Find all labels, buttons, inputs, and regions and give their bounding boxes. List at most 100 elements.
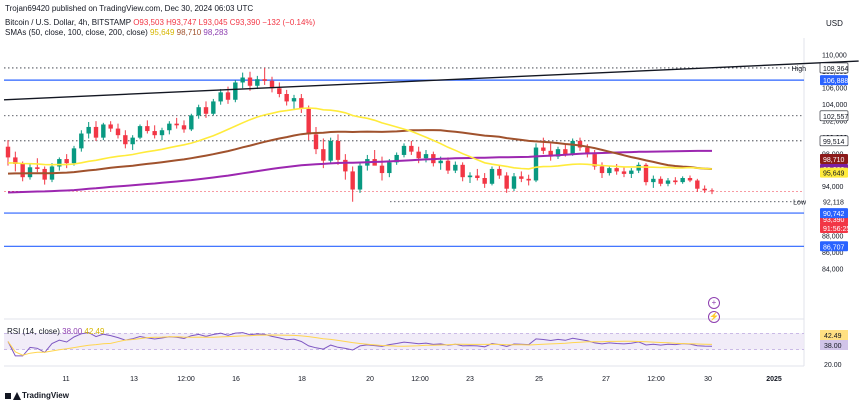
time-tick-label: 11 xyxy=(62,376,69,383)
time-tick-label: 20 xyxy=(366,376,374,383)
candle-body xyxy=(387,162,392,174)
sma50-line xyxy=(7,107,713,170)
candle-body xyxy=(702,188,707,191)
candle-body xyxy=(343,159,348,172)
candle-body xyxy=(93,126,99,138)
tradingview-logo: TradingView xyxy=(5,391,69,400)
price-badge xyxy=(820,223,848,233)
price-badge-text: 90,742 xyxy=(823,211,845,218)
candle-body xyxy=(423,154,429,159)
add-indicator-icon[interactable]: + xyxy=(708,297,720,309)
price-badge xyxy=(820,75,848,86)
currency-label: USD xyxy=(826,19,843,28)
candle-body xyxy=(577,140,583,148)
candle-body xyxy=(636,164,641,171)
candle-body xyxy=(504,175,509,189)
level-name-label: High xyxy=(792,66,807,73)
time-tick-label: 12:00 xyxy=(177,376,195,383)
candle-body xyxy=(592,154,597,167)
time-tick-label: 2025 xyxy=(766,376,782,383)
ohlc-high: H93,747 xyxy=(166,18,197,27)
candle-body xyxy=(255,79,260,86)
time-tick-label: 18 xyxy=(298,376,306,383)
symbol-line: Bitcoin / U.S. Dollar, 4h, BITSTAMP O93,… xyxy=(5,18,315,27)
time-tick-label: 30 xyxy=(704,376,712,383)
candle-body xyxy=(409,145,414,152)
candle-body xyxy=(475,175,480,178)
candle-body xyxy=(709,190,715,192)
candle-body xyxy=(64,159,69,164)
alert-icon[interactable]: ⚡ xyxy=(708,311,720,323)
candle-body xyxy=(269,80,275,89)
candle-body xyxy=(86,126,91,134)
candle-body xyxy=(629,170,634,174)
candle-body xyxy=(145,126,150,132)
candle-body xyxy=(563,149,568,155)
price-badge-text: 92,118 xyxy=(823,200,844,207)
sma50-value: 95,649 xyxy=(149,28,175,37)
candle-body xyxy=(174,123,179,126)
time-tick-label: 16 xyxy=(232,376,240,383)
sma-label: SMAs (50, close, 100, close, 200, close) xyxy=(5,28,148,37)
candle-body xyxy=(482,178,487,184)
candle-body xyxy=(240,77,245,83)
brand-name: TradingView xyxy=(22,391,69,400)
candle-body xyxy=(262,79,267,81)
price-badge xyxy=(819,135,849,147)
price-badge xyxy=(820,167,848,178)
price-tick-label: 86,000 xyxy=(822,250,844,257)
price-badge xyxy=(820,196,848,207)
candle-body xyxy=(35,167,40,169)
candle-body xyxy=(526,178,531,181)
rsi-badge-text: 42.49 xyxy=(824,333,842,340)
price-badge xyxy=(820,154,848,164)
candle-body xyxy=(394,154,399,163)
price-badge xyxy=(820,208,848,219)
candle-body xyxy=(438,160,443,164)
time-tick-label: 25 xyxy=(535,376,543,383)
candle-body xyxy=(71,148,77,164)
candle-body xyxy=(621,171,627,174)
candle-body xyxy=(357,165,363,190)
ohlc-close: C93,390 xyxy=(229,18,261,27)
candle-body xyxy=(57,159,62,167)
candle-body xyxy=(489,168,495,184)
price-badge xyxy=(819,62,849,74)
candle-body xyxy=(658,178,663,184)
candle-body xyxy=(291,98,297,102)
candle-body xyxy=(130,137,135,145)
ohlc-open: O93,503 xyxy=(133,18,164,27)
candle-body xyxy=(519,176,524,179)
rsi-legend: RSI (14, close) 38.00 42.49 xyxy=(7,327,104,336)
time-tick-label: 12:00 xyxy=(647,376,665,383)
candle-body xyxy=(673,180,678,183)
candle-body xyxy=(27,167,33,178)
price-badge-text: 95,649 xyxy=(823,171,845,178)
candle-body xyxy=(137,126,143,138)
price-tick-label: 102,000 xyxy=(822,118,847,125)
price-tick-label: 104,000 xyxy=(822,102,847,109)
candle-body xyxy=(79,133,84,149)
candle-body xyxy=(416,151,421,159)
price-tick-label: 88,000 xyxy=(822,234,844,241)
candle-body xyxy=(115,128,121,136)
price-badge xyxy=(820,241,848,252)
candle-body xyxy=(189,115,194,130)
candle-body xyxy=(453,164,458,171)
candle-body xyxy=(247,77,253,86)
candle-body xyxy=(284,94,289,102)
candle-body xyxy=(152,131,157,136)
rsi-badge xyxy=(820,330,848,340)
tradingview-mark-icon xyxy=(5,391,21,400)
rsi-ma-line xyxy=(7,334,713,356)
rsi-ma-value: 42.49 xyxy=(84,327,105,336)
candle-body xyxy=(585,147,590,155)
candle-body xyxy=(680,178,685,183)
sma200-line xyxy=(7,149,712,194)
price-badge-text: 98,710 xyxy=(823,157,845,164)
candle-body xyxy=(321,149,326,161)
price-badge xyxy=(819,110,849,122)
candle-body xyxy=(687,178,693,181)
candle-body xyxy=(401,145,407,155)
